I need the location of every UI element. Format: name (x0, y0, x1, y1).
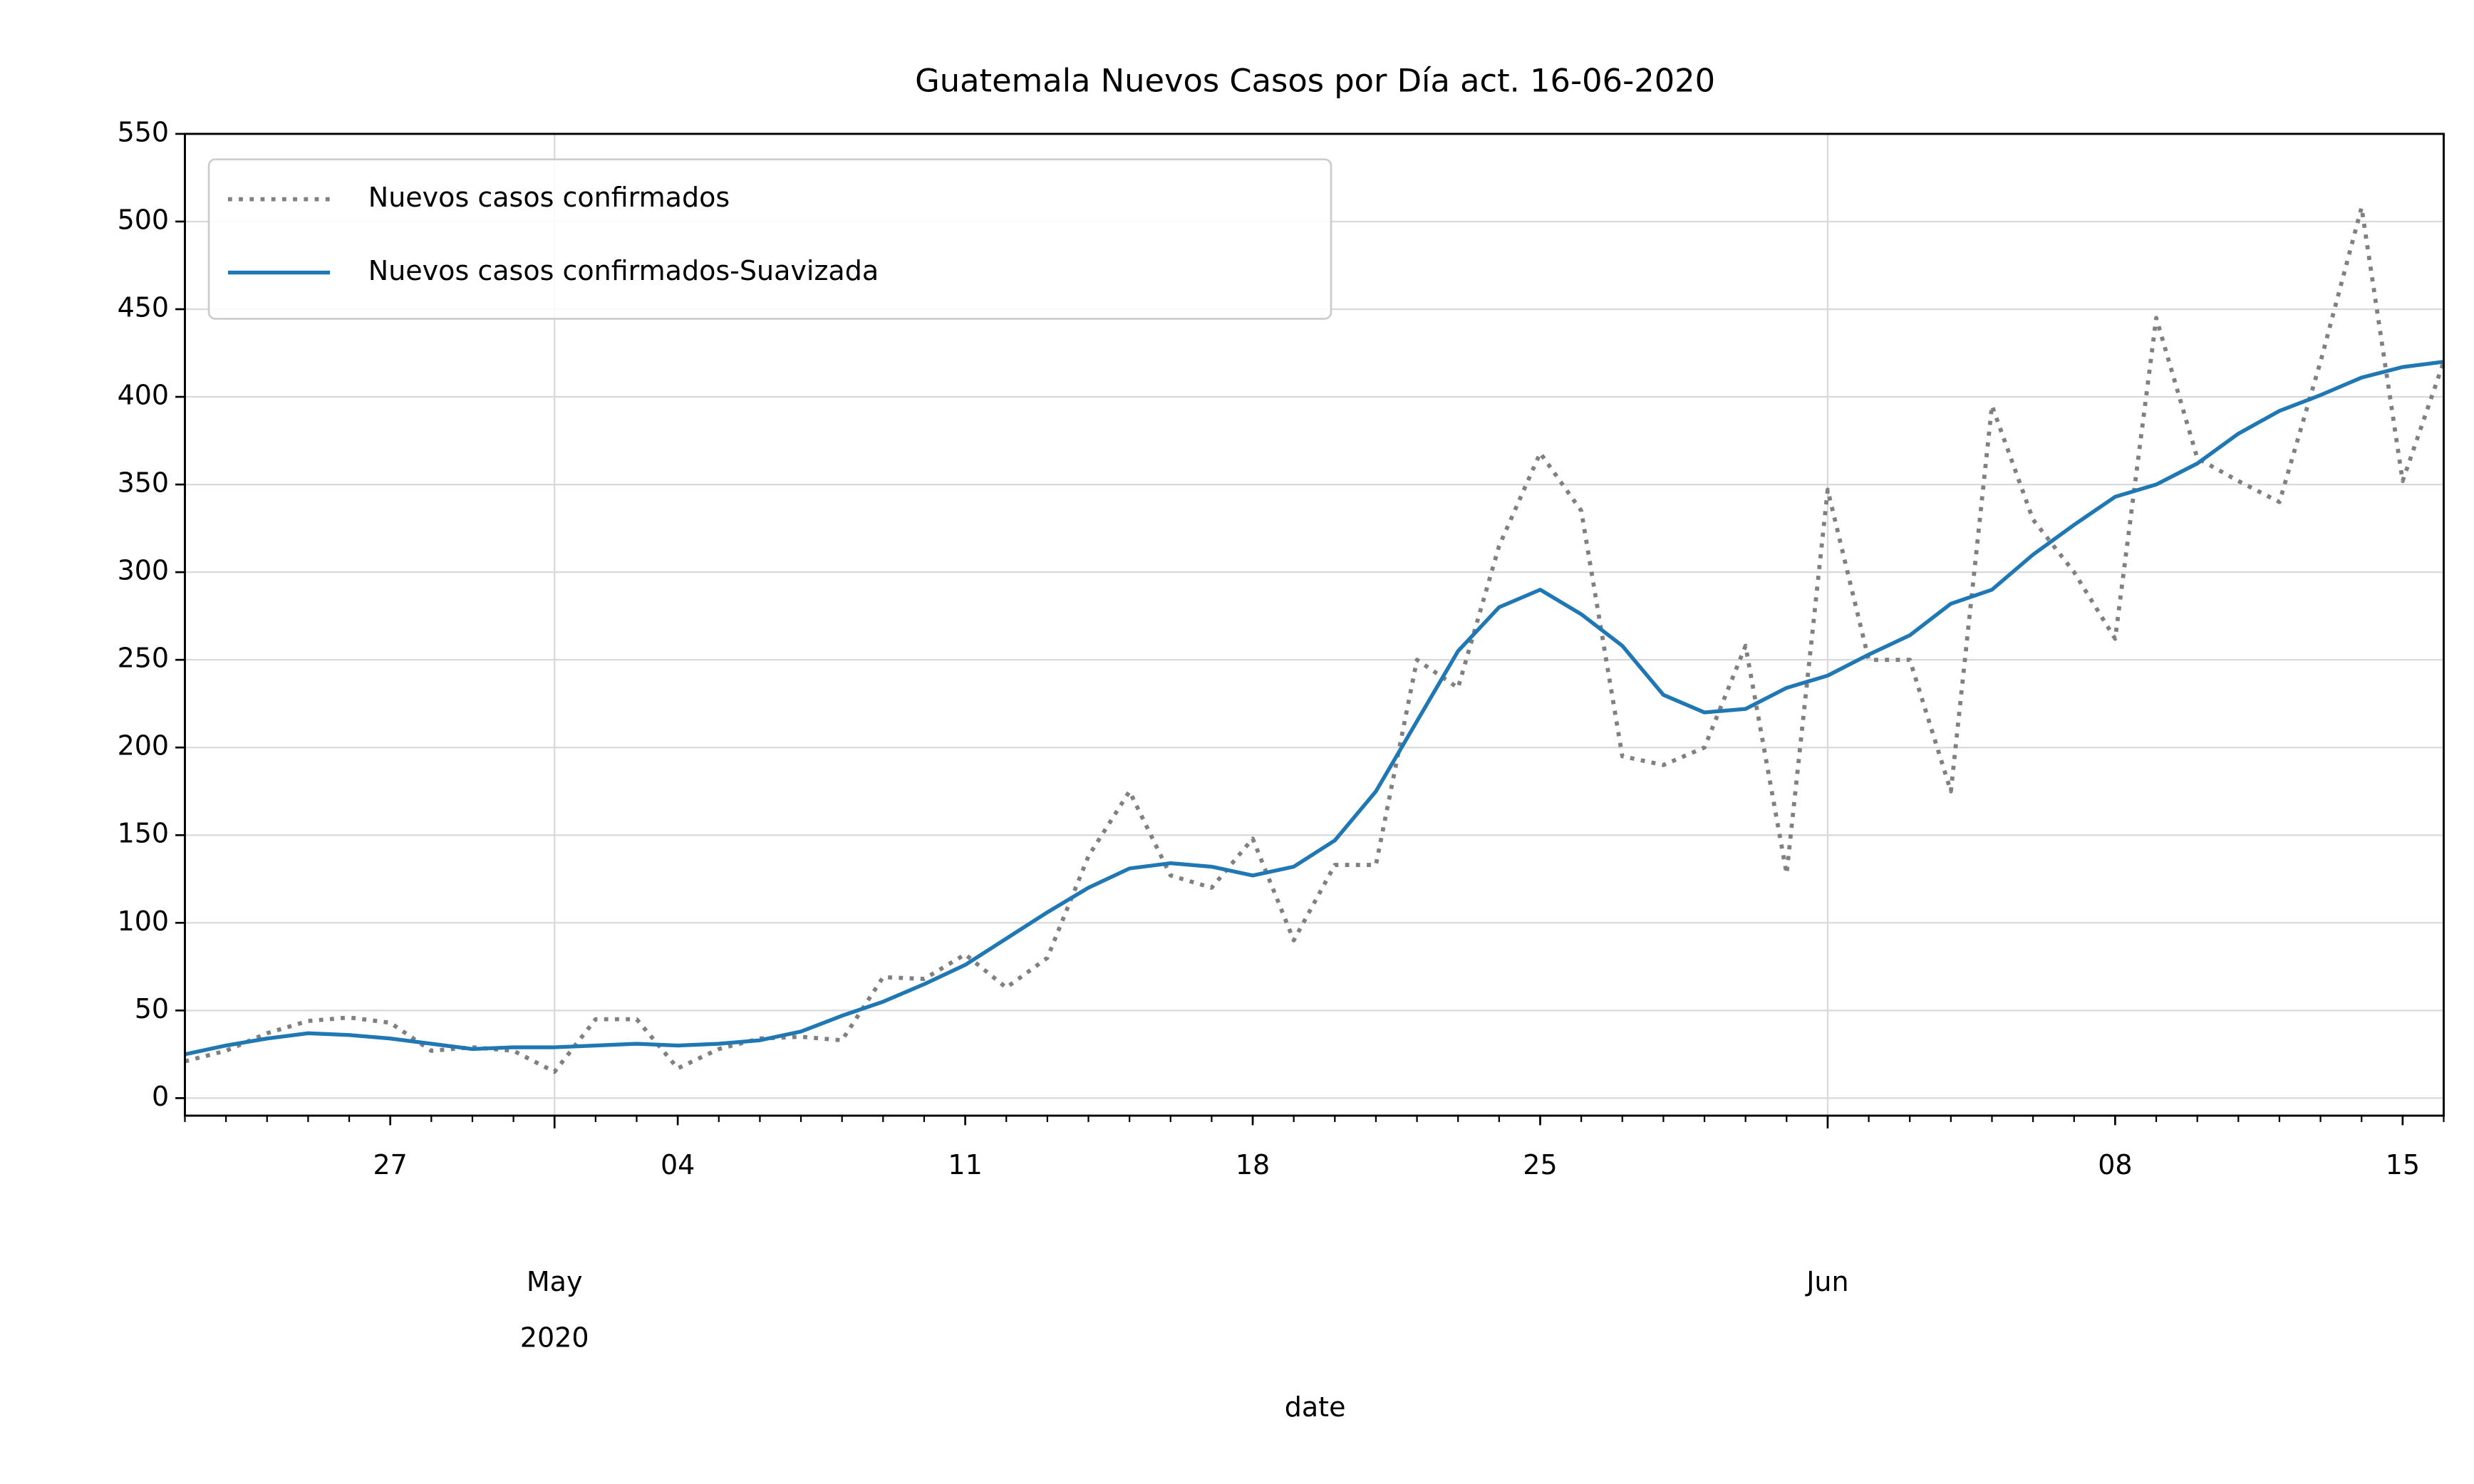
x-tick-label: 27 (373, 1149, 407, 1181)
data-line (185, 360, 2444, 1057)
y-tick-label: 250 (118, 643, 170, 674)
y-tick-label: 100 (118, 906, 170, 937)
x-tick-label: 25 (1523, 1149, 1557, 1181)
y-tick-label: 500 (118, 204, 170, 235)
plot-area (185, 205, 2444, 1074)
x-tick-label: 04 (661, 1149, 695, 1181)
legend-label: Nuevos casos confirmados (368, 182, 730, 213)
y-tick-label: 200 (118, 730, 170, 762)
legend-box (207, 158, 1332, 320)
y-tick-label: 0 (152, 1081, 169, 1112)
x-month-label: Jun (1806, 1267, 1849, 1299)
data-line (185, 205, 2444, 1074)
x-tick-label: 15 (2386, 1149, 2420, 1181)
y-tick-label: 550 (118, 116, 170, 147)
x-tick-label: 18 (1236, 1149, 1270, 1181)
y-tick-label: 350 (118, 467, 170, 499)
y-tick-label: 50 (135, 993, 169, 1024)
y-tick-label: 400 (118, 380, 170, 411)
plot-frame (184, 133, 2445, 1117)
x-axis-label: date (1285, 1391, 1346, 1423)
y-tick-label: 450 (118, 291, 170, 323)
y-tick-label: 300 (118, 555, 170, 586)
legend-label: Nuevos casos confirmados-Suavizada (368, 255, 879, 286)
chart-title: Guatemala Nuevos Casos por Día act. 16-0… (915, 61, 1715, 99)
x-month-label: May 2020 (519, 1267, 589, 1355)
y-tick-label: 150 (118, 818, 170, 849)
x-tick-label: 11 (948, 1149, 982, 1181)
x-tick-label: 08 (2098, 1149, 2132, 1181)
